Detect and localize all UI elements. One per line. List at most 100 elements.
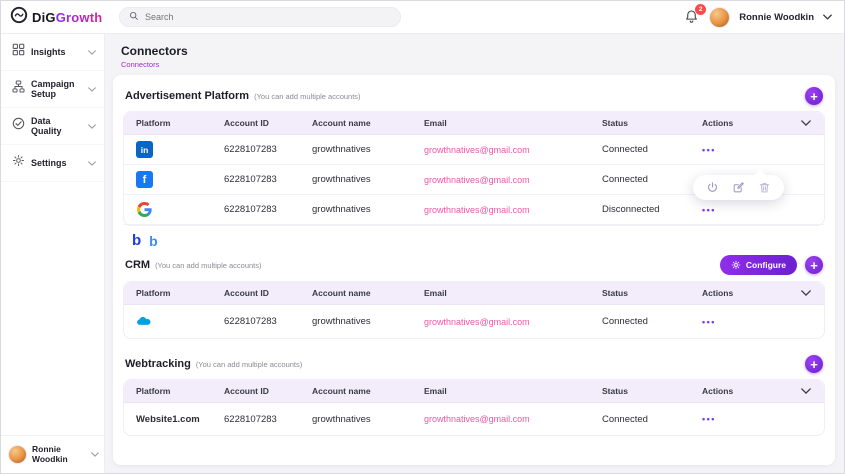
add-webtracking-account-button[interactable]: + [805,355,823,373]
section-hint: (You can add multiple accounts) [254,91,361,101]
crm-table: Platform Account ID Account name Email S… [123,281,825,339]
sidebar-item-label: Data Quality [31,116,62,136]
edit-button[interactable] [732,181,745,194]
user-avatar [8,444,27,464]
facebook-glyph: f [142,173,147,186]
search-bar[interactable] [119,7,401,27]
notifications-button[interactable]: 2 [684,4,707,25]
chevron-down-icon [88,86,96,92]
sidebar-item-label: Campaign Setup [31,79,75,99]
user-menu-chevron-down-icon[interactable] [823,14,832,20]
table-header-row: Platform Account ID Account name Email S… [124,112,824,135]
section-title: CRM [125,259,151,271]
sidebar-item-campaign-setup[interactable]: Campaign Setup [1,71,104,108]
section-title: Advertisement Platform [125,90,250,102]
add-advertisement-account-button[interactable]: + [805,87,823,105]
sidebar-user-name: Ronnie Woodkin [32,444,68,464]
delete-button[interactable] [758,181,771,194]
column-header-actions: Actions [702,118,734,128]
bell-icon [686,10,698,23]
bing-icon-light[interactable]: b [149,233,158,249]
column-header-account-id: Account ID [224,118,269,128]
google-icon [136,201,153,218]
chevron-down-icon [88,123,96,129]
add-crm-account-button[interactable]: + [805,256,823,274]
row-actions-menu[interactable]: ••• [702,144,716,155]
logo-text-dark: DiG [32,9,56,25]
status-cell: Connected [602,174,648,185]
column-header-actions: Actions [702,288,734,298]
bing-icon-dark[interactable]: b [132,232,142,249]
row-actions-menu[interactable]: ••• [702,204,716,215]
page-title: Connectors [121,44,188,58]
power-icon [708,182,717,192]
table-row: 6228107283 growthnatives growthnatives@g… [124,195,824,225]
chevron-down-icon [88,49,96,55]
plus-icon: + [810,356,818,372]
sidebar-item-insights[interactable]: Insights [1,34,104,71]
status-cell: Connected [602,144,648,155]
sidebar-item-settings[interactable]: Settings [1,145,104,182]
email-link[interactable]: growthnatives@gmail.com [424,414,530,424]
logo-text-accent: Growth [55,9,103,25]
column-header-account-id: Account ID [224,386,269,396]
webtracking-table: Platform Account ID Account name Email S… [123,379,825,436]
edit-icon [733,182,744,193]
row-actions-menu[interactable]: ••• [702,316,716,327]
status-cell: Disconnected [602,204,660,215]
account-id-cell: 6228107283 [224,174,277,185]
gear-icon [731,260,741,270]
email-link[interactable]: growthnatives@gmail.com [424,316,530,327]
sidebar-user-menu[interactable]: Ronnie Woodkin [1,435,104,473]
account-id-cell: 6228107283 [224,316,277,327]
row-actions-popover [693,175,784,200]
platform-name-cell: Website1.com [136,413,200,425]
column-header-account-name: Account name [312,118,371,128]
gear-icon [12,154,25,172]
breadcrumb[interactable]: Connectors [121,60,160,69]
account-id-cell: 6228107283 [224,413,277,425]
column-header-platform: Platform [136,118,171,128]
account-name-cell: growthnatives [312,413,371,425]
table-row: Website1.com 6228107283 growthnatives gr… [124,403,824,435]
table-collapse-chevron-down-icon[interactable] [782,388,824,394]
page-header: Connectors Connectors [113,42,835,75]
section-header-webtracking: Webtracking (You can add multiple accoun… [123,351,825,379]
topbar-right: 2 Ronnie Woodkin [684,4,844,28]
facebook-icon: f [136,171,153,188]
app-logo[interactable]: DiGGrowth [1,6,105,29]
grid-icon [12,43,25,61]
table-collapse-chevron-down-icon[interactable] [782,120,824,126]
column-header-email: Email [424,386,447,396]
email-link[interactable]: growthnatives@gmail.com [424,144,530,155]
logo-text: DiGGrowth [32,10,102,25]
column-header-actions: Actions [702,386,734,396]
email-link[interactable]: growthnatives@gmail.com [424,174,530,185]
section-header-advertisement: Advertisement Platform (You can add mult… [123,83,825,111]
table-collapse-chevron-down-icon[interactable] [782,290,824,296]
column-header-platform: Platform [136,386,171,396]
section-header-crm: CRM (You can add multiple accounts) Conf… [123,251,825,281]
plus-icon: + [810,88,818,104]
email-link[interactable]: growthnatives@gmail.com [424,204,530,215]
column-header-email: Email [424,118,447,128]
configure-button[interactable]: Configure [719,255,797,275]
main-content: Connectors Connectors Advertisement Plat… [105,34,844,473]
campaign-icon [12,80,25,98]
user-name: Ronnie Woodkin [739,11,814,23]
user-avatar[interactable] [709,6,731,28]
salesforce-icon [136,313,153,330]
table-header-row: Platform Account ID Account name Email S… [124,282,824,305]
sidebar-item-data-quality[interactable]: Data Quality [1,108,104,145]
row-actions-menu[interactable]: ••• [702,414,716,424]
section-hint: (You can add multiple accounts) [195,359,303,369]
column-header-status: Status [602,288,628,298]
linkedin-glyph: in [140,144,149,155]
pending-platforms: b b [123,232,825,251]
column-header-email: Email [424,288,447,298]
column-header-account-name: Account name [312,288,371,298]
account-name-cell: growthnatives [312,316,371,327]
search-input[interactable] [145,12,391,22]
disconnect-button[interactable] [706,181,719,194]
